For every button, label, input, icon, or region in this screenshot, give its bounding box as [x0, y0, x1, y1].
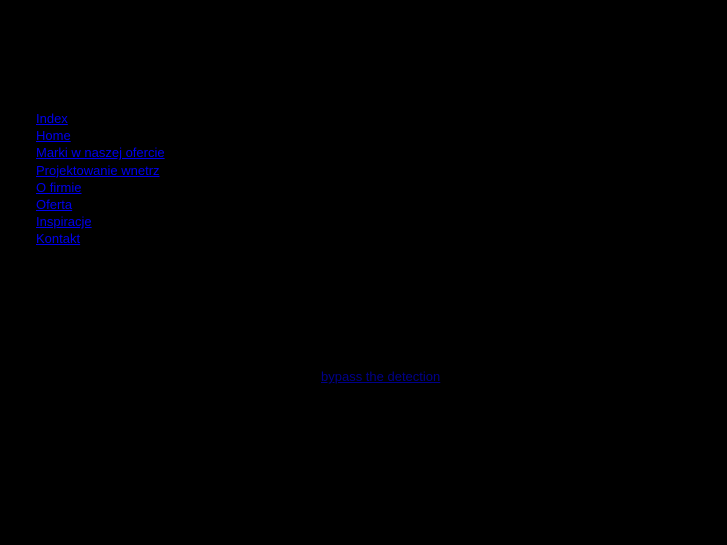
- nav-link-list: Index Home Marki w naszej ofercie Projek…: [36, 110, 165, 248]
- nav-link-kontakt[interactable]: Kontakt: [36, 231, 81, 247]
- nav-link-home[interactable]: Home: [36, 128, 71, 144]
- nav-link-projektowanie-wnetrz[interactable]: Projektowanie wnetrz: [36, 162, 160, 178]
- nav-link-o-firmie[interactable]: O firmie: [36, 179, 82, 195]
- center-link-container: bypass the detection: [321, 368, 440, 385]
- nav-link-index[interactable]: Index: [36, 111, 68, 126]
- nav-link-inspiracje[interactable]: Inspiracje: [36, 214, 92, 230]
- bypass-detection-link[interactable]: bypass the detection: [321, 369, 441, 384]
- nav-link-oferta[interactable]: Oferta: [36, 197, 73, 213]
- nav-link-marki-w-naszej-ofercie[interactable]: Marki w naszej ofercie: [36, 145, 165, 161]
